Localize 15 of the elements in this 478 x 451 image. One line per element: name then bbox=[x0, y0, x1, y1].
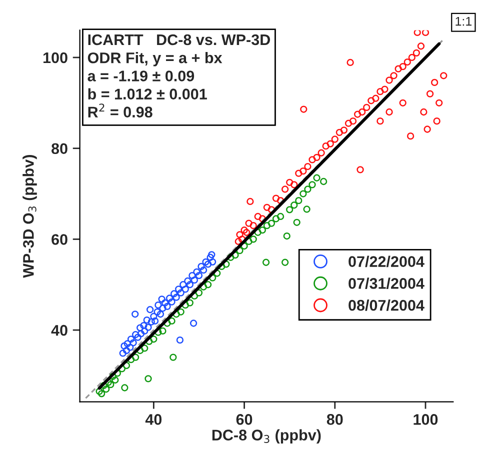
legend-label: 07/31/2004 bbox=[348, 278, 424, 290]
x-tick-label: 80 bbox=[326, 414, 343, 425]
legend-label: 07/22/2004 bbox=[348, 256, 424, 268]
y-axis-title: WP-3D O$_{3}$ (ppbv) bbox=[22, 155, 37, 278]
series-label: 1:1 bbox=[456, 17, 472, 26]
x-tick-label: 40 bbox=[145, 414, 162, 425]
legend-label: 08/07/2004 bbox=[348, 300, 424, 311]
y-tick-label: 80 bbox=[52, 143, 68, 154]
x-axis-title: DC-8 O$_{3}$ (ppbv) bbox=[212, 429, 321, 444]
y-tick-label: 60 bbox=[52, 234, 68, 245]
x-tick-label: 60 bbox=[236, 414, 252, 425]
annotation: ICARTT DC-8 vs. WP-3D ODR Fit, y = a + bx a = -1.19 ± 0.09 b = 1.012 ± 0.001 R$^{2}$ = 0.98 bbox=[88, 34, 270, 118]
y-tick-label: 40 bbox=[51, 324, 68, 336]
x-tick-label: 100 bbox=[414, 414, 438, 425]
y-tick-label: 100 bbox=[43, 52, 68, 64]
